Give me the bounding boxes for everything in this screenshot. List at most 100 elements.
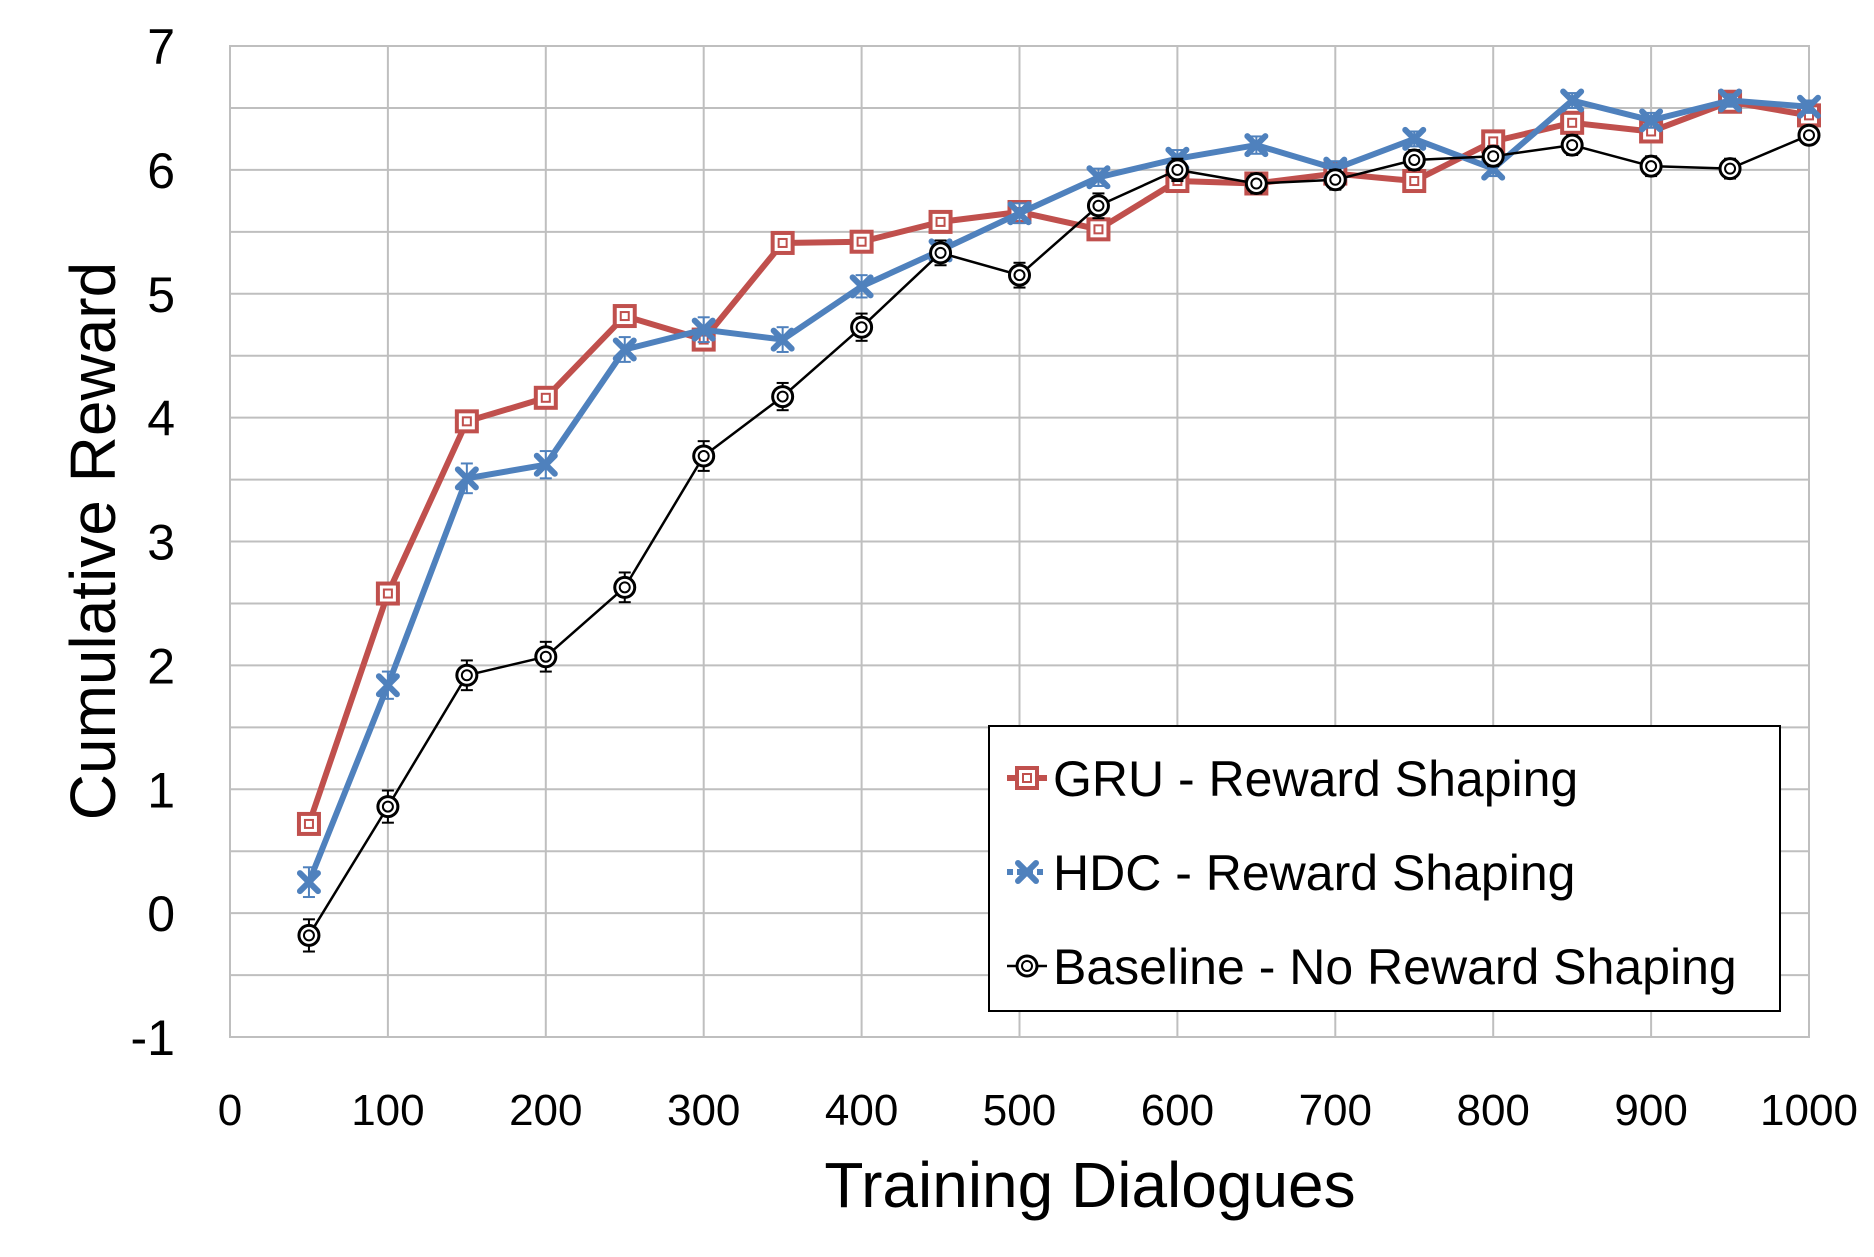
x-tick-label: 1000 — [1760, 1086, 1858, 1135]
data-point — [1086, 194, 1110, 218]
x-tick-label: 900 — [1614, 1086, 1687, 1135]
data-point — [1402, 148, 1426, 172]
data-point — [1560, 133, 1584, 157]
circle-marker-outer — [1560, 133, 1584, 157]
data-point — [1244, 133, 1269, 158]
data-point — [692, 444, 716, 468]
x-tick-label: 0 — [218, 1086, 242, 1135]
data-point — [1560, 88, 1585, 113]
circle-marker-inner — [934, 246, 947, 259]
data-point — [375, 673, 400, 698]
square-marker-outer — [375, 581, 400, 606]
y-tick-label: 1 — [147, 762, 175, 818]
circle-marker-outer — [1008, 263, 1031, 287]
circle-marker-inner — [1021, 960, 1033, 972]
square-marker-inner — [1093, 224, 1104, 235]
data-point — [770, 327, 795, 352]
square-marker-outer — [770, 230, 795, 255]
legend-label: GRU - Reward Shaping — [1053, 751, 1578, 807]
legend-items: GRU - Reward Shaping HDC - Reward Shaping… — [1007, 751, 1737, 995]
circle-marker-outer — [1481, 144, 1505, 168]
data-point — [533, 452, 558, 477]
x-marker-stroke — [691, 317, 716, 342]
square-marker-inner — [461, 416, 472, 427]
data-point — [296, 811, 321, 836]
data-point — [376, 795, 400, 819]
legend-item: GRU - Reward Shaping — [1007, 751, 1578, 807]
legend: GRU - Reward Shaping HDC - Reward Shaping… — [988, 725, 1781, 1012]
circle-marker-inner — [1487, 150, 1500, 163]
circle-marker-outer — [929, 241, 953, 265]
square-marker-inner — [1409, 176, 1420, 187]
data-point — [1639, 108, 1664, 133]
data-point — [613, 575, 637, 599]
circle-marker-outer — [613, 575, 637, 599]
square-marker-outer — [612, 304, 637, 329]
circle-marker-inner — [381, 800, 394, 813]
circle-marker-inner — [1724, 162, 1737, 175]
data-point — [454, 409, 479, 434]
data-point — [1797, 123, 1821, 147]
series-layer — [296, 88, 1821, 953]
circle-marker-outer — [1797, 123, 1821, 147]
x-marker-stroke — [1007, 201, 1032, 226]
x-marker-stroke — [1639, 108, 1664, 133]
x-marker-stroke — [454, 466, 479, 491]
y-tick-label: 2 — [147, 638, 175, 694]
square-marker-outer — [1560, 110, 1585, 135]
data-point — [1086, 217, 1111, 242]
data-point — [375, 581, 400, 606]
data-point — [929, 241, 953, 265]
data-point — [1007, 201, 1032, 226]
circle-marker-outer — [1323, 168, 1347, 192]
data-point — [1718, 88, 1743, 113]
plot-area-border — [229, 45, 1810, 1038]
x-tick-label: 500 — [983, 1086, 1056, 1135]
data-point — [1323, 168, 1347, 192]
data-point — [1560, 110, 1585, 135]
legend-marker — [1015, 954, 1039, 978]
data-point — [849, 229, 874, 254]
circle-marker-inner — [1250, 177, 1263, 190]
square-marker-outer — [849, 229, 874, 254]
circle-marker-outer — [534, 645, 558, 669]
y-tick-label: 3 — [147, 515, 175, 571]
data-point — [534, 645, 558, 669]
x-marker-stroke — [1718, 88, 1743, 113]
circle-marker-outer — [1015, 954, 1039, 978]
data-point — [771, 385, 795, 409]
square-marker-inner — [935, 216, 946, 227]
circle-marker-inner — [1408, 153, 1421, 166]
legend-item: Baseline - No Reward Shaping — [1007, 939, 1737, 995]
square-marker-inner — [303, 818, 314, 829]
y-axis-tick-labels: -1 0 1 2 3 4 5 6 7 — [131, 19, 175, 1066]
square-marker-outer — [1402, 169, 1427, 194]
y-tick-label: -1 — [131, 1010, 175, 1066]
legend-marker — [1015, 860, 1039, 884]
legend-box — [988, 725, 1781, 1012]
y-tick-label: 4 — [147, 391, 175, 447]
square-marker-inner — [540, 392, 551, 403]
data-point — [849, 274, 874, 299]
data-point — [1008, 263, 1031, 287]
data-point — [1481, 144, 1505, 168]
x-marker-stroke — [1086, 165, 1111, 190]
x-tick-label: 300 — [667, 1086, 740, 1135]
circle-marker-outer — [692, 444, 716, 468]
data-point — [1639, 154, 1663, 178]
series-line — [306, 98, 1810, 825]
data-point — [1402, 126, 1427, 151]
x-tick-label: 400 — [825, 1086, 898, 1135]
legend-marker — [1015, 766, 1039, 790]
circle-marker-inner — [1092, 199, 1105, 212]
data-point — [454, 466, 479, 491]
data-point — [691, 317, 716, 342]
y-tick-label: 0 — [147, 886, 175, 942]
x-axis-tick-labels: 0 100 200 300 400 500 600 700 800 900 1000 — [218, 1086, 1858, 1135]
circle-marker-outer — [1165, 158, 1189, 182]
series-line — [306, 97, 1810, 884]
square-marker-inner — [619, 311, 630, 322]
x-marker-stroke — [533, 452, 558, 477]
circle-marker-inner — [1566, 139, 1579, 152]
